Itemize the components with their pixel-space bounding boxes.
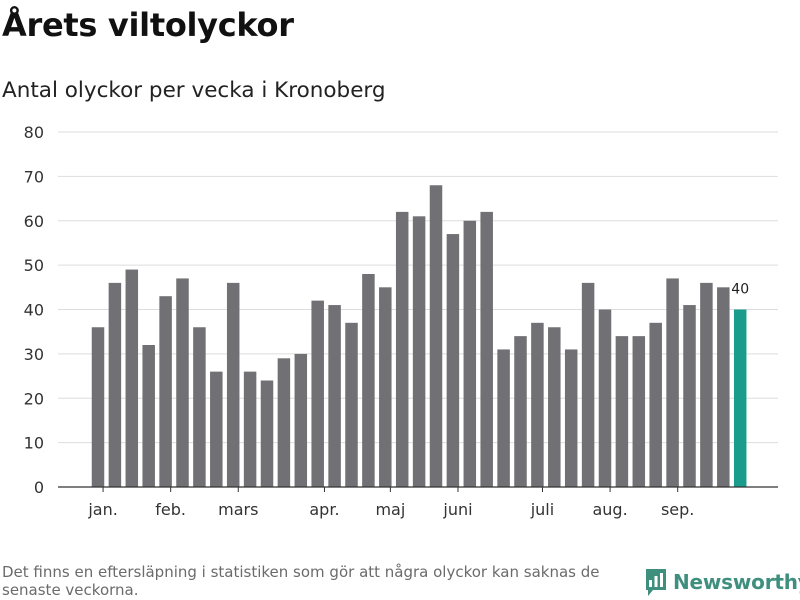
- bar: [514, 336, 527, 488]
- bar: [345, 322, 358, 487]
- bar: [666, 278, 679, 487]
- bar: [260, 380, 274, 487]
- bar: [277, 358, 291, 487]
- bar: [615, 336, 629, 488]
- x-tick-label: mars: [218, 500, 258, 519]
- bar: [446, 234, 460, 487]
- bar-highlight: [733, 309, 747, 487]
- bar: [700, 282, 713, 488]
- footnote: Det finns en eftersläpning i statistiken…: [2, 563, 600, 599]
- bar: [480, 211, 493, 488]
- bar: [717, 287, 730, 487]
- y-tick-label: 30: [24, 345, 44, 364]
- bar: [548, 327, 561, 487]
- bar: [683, 305, 696, 487]
- bar: [142, 345, 155, 487]
- y-axis-ticks: 0 10 20 30 40 50 60 70 80: [24, 123, 44, 497]
- bar: [294, 353, 308, 488]
- y-tick-label: 70: [24, 167, 44, 186]
- bar: [176, 278, 189, 487]
- bar: [379, 287, 392, 487]
- chart-title: Årets viltolyckor: [2, 6, 294, 44]
- y-tick-label: 80: [24, 123, 44, 142]
- bar: [564, 349, 578, 487]
- chart-subtitle: Antal olyckor per vecka i Kronoberg: [2, 78, 386, 103]
- y-tick-label: 40: [24, 301, 44, 320]
- bar: [598, 309, 612, 487]
- y-tick-label: 50: [24, 256, 44, 275]
- bar-chart-logo-icon: [646, 569, 666, 596]
- bar: [531, 322, 544, 487]
- x-tick-label: sep.: [661, 500, 694, 519]
- bar: [497, 349, 510, 487]
- y-tick-label: 10: [24, 434, 44, 453]
- bar: [210, 371, 223, 488]
- x-tick-label: maj: [375, 500, 405, 519]
- brand-logo[interactable]: Newsworthy: [644, 567, 800, 597]
- y-tick-label: 60: [24, 212, 44, 231]
- bar: [193, 327, 206, 487]
- bar: [429, 185, 443, 487]
- bars: 40: [91, 185, 749, 488]
- x-tick-label: aug.: [592, 500, 627, 519]
- bar: [159, 296, 172, 487]
- y-tick-label: 20: [24, 389, 44, 408]
- bar: [243, 371, 257, 488]
- bar: [108, 282, 122, 488]
- x-tick-label: feb.: [155, 500, 186, 519]
- bar: [362, 274, 375, 487]
- x-tick-label: jan.: [87, 500, 117, 519]
- bar: [581, 282, 595, 488]
- bar: [632, 336, 646, 488]
- bar: [125, 269, 139, 487]
- bar: [328, 305, 341, 487]
- bar: [91, 327, 105, 487]
- bar: [412, 216, 426, 487]
- bar: [311, 300, 324, 488]
- x-tick-label: juli: [530, 500, 554, 519]
- x-tick-label: apr.: [309, 500, 339, 519]
- brand-name: Newsworthy: [673, 570, 800, 594]
- bar: [649, 322, 662, 487]
- x-tick-label: juni: [442, 500, 472, 519]
- x-axis-ticks: jan. feb. mars apr. maj juni juli aug. sep.: [87, 487, 694, 519]
- bar: [463, 220, 477, 487]
- y-tick-label: 0: [34, 478, 44, 497]
- bar-value-label: 40: [731, 282, 749, 298]
- bar: [226, 282, 240, 488]
- bar: [395, 211, 409, 488]
